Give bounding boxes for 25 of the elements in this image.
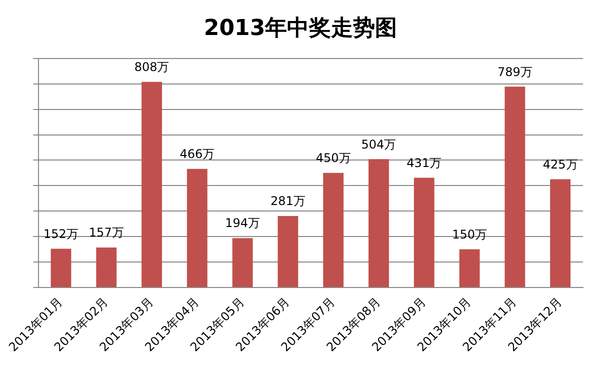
bar [504, 86, 526, 287]
bar [142, 82, 162, 287]
data-label: 466万 [180, 146, 215, 161]
bar [414, 178, 434, 287]
bar [550, 179, 571, 287]
data-label: 152万 [44, 226, 78, 241]
bar [278, 216, 298, 287]
bar [186, 168, 208, 287]
data-label: 150万 [452, 227, 487, 242]
bar [368, 159, 389, 287]
bar [232, 238, 253, 287]
bar [96, 248, 117, 287]
bar [323, 172, 344, 287]
bar [459, 249, 480, 287]
bar [50, 248, 72, 287]
data-label: 157万 [88, 226, 124, 240]
data-label: 450万 [316, 151, 351, 166]
data-label: 431万 [406, 156, 442, 170]
data-label: 504万 [361, 137, 396, 152]
data-label: 281万 [270, 194, 306, 208]
data-label: 425万 [542, 157, 578, 172]
data-label: 789万 [497, 64, 532, 79]
chart-title: 2013年中奖走势图 [204, 16, 398, 41]
data-label: 808万 [134, 60, 170, 74]
data-label: 194万 [225, 216, 260, 230]
